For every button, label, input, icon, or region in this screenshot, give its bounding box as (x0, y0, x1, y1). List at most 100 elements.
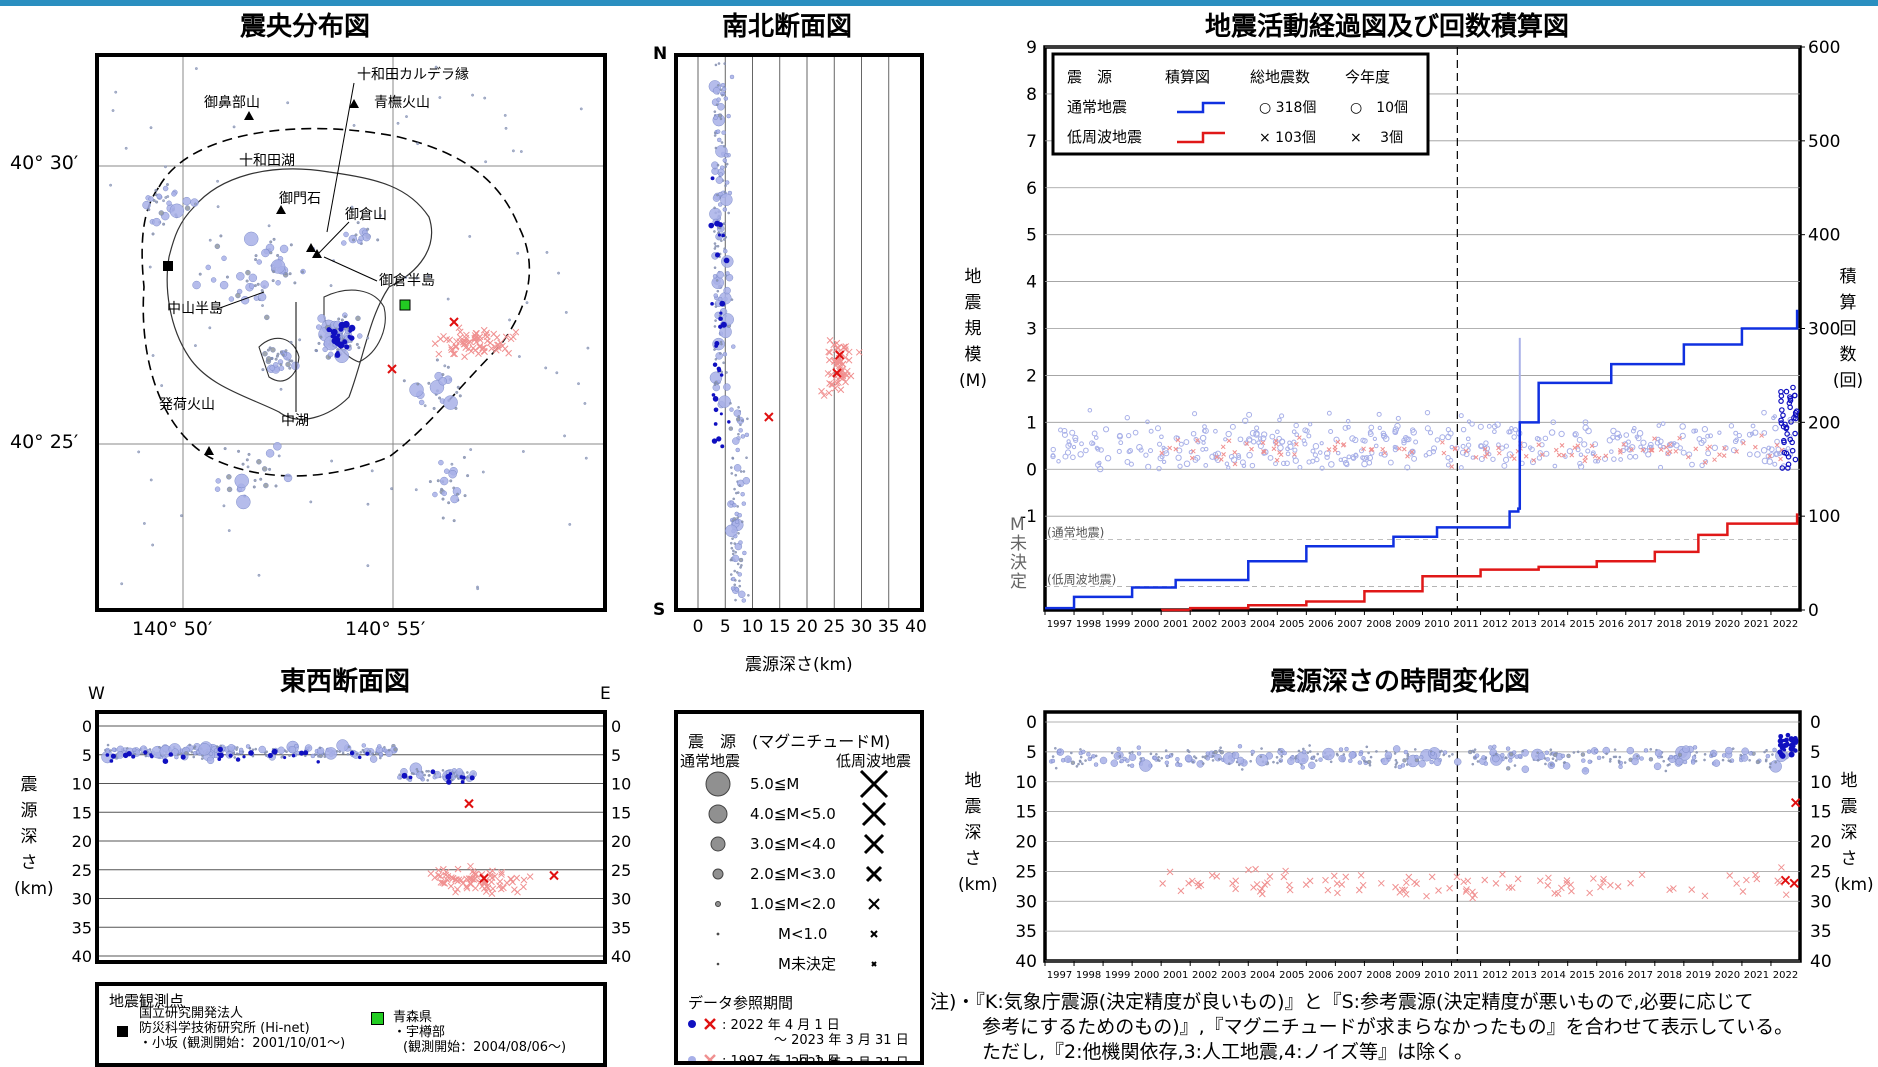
magnitude-circle (1116, 433, 1123, 440)
ns-hypocenter-dot (718, 172, 723, 177)
ns-hypocenter-dot (716, 163, 720, 167)
ns-depth-ticks: 0 5 10 15 20 25 30 35 40 (693, 617, 927, 637)
depth-time-dot (1136, 751, 1142, 756)
ew-hypocenter-dot (393, 747, 398, 752)
epicenter-dot (124, 146, 128, 150)
magnitude-circle (1402, 434, 1409, 441)
depth-time-dot (1384, 749, 1388, 753)
ns-recent-lf-mark (832, 368, 842, 378)
epicenter-dot (309, 500, 313, 504)
ns-hypocenter-dot (713, 348, 716, 351)
ns-recent-dot (713, 407, 719, 413)
magnitude-circle (1310, 448, 1316, 454)
magnitude-circle (1350, 455, 1357, 461)
depth-time-dot (1297, 749, 1301, 753)
ew-hypocenter-dot (410, 772, 414, 775)
legend-normal-symbol (708, 804, 728, 824)
epicenter-dot (248, 283, 255, 289)
year-label: 2005 (1279, 970, 1304, 981)
magnitude-circle (1617, 434, 1623, 439)
dt-right-label-char: 地 (1840, 771, 1858, 791)
depth-time-dot (1703, 758, 1706, 762)
depth-time-dot (1580, 752, 1586, 757)
lf-epicenter-mark (471, 332, 479, 339)
epicenter-dot (245, 269, 251, 276)
depth-time-dot (1315, 759, 1318, 762)
ns-hypocenter-dot (729, 402, 732, 405)
magnitude-circle (1302, 427, 1309, 434)
depth-time-dot (1155, 753, 1158, 756)
depth-time-dot (1194, 756, 1198, 760)
depth-time-dot (1765, 748, 1768, 752)
legend-period-past2: ～ 2022 年 3 月 31 日 (774, 1056, 909, 1065)
ew-hypocenter-dot (426, 779, 430, 782)
ns-hypocenter-dot (712, 87, 721, 95)
volcano-marker (306, 243, 316, 252)
leader-line (216, 291, 265, 310)
magnitude-lf-mark (1292, 452, 1297, 457)
ew-recent-dot (349, 750, 355, 756)
magnitude-circle (1460, 426, 1467, 433)
magnitude-lf-mark (1767, 453, 1773, 459)
magnitude-circle (1061, 431, 1068, 438)
depth-time-dot (1301, 749, 1307, 755)
magnitude-circle (1410, 429, 1417, 436)
depth-time-dot (1186, 749, 1190, 752)
epicenter-dot (288, 366, 292, 370)
depth-time-dot (1091, 754, 1096, 759)
ns-hypocenter-dot (715, 176, 724, 184)
magnitude-circle (1459, 449, 1467, 456)
magnitude-circle (1324, 454, 1330, 460)
ns-hypocenter-dot (722, 238, 726, 241)
legend-period-recent: : 2022 年 4 月 1 日 (722, 1018, 840, 1033)
ew-hypocenter-dot (106, 743, 110, 747)
ns-tick-label: 10 (742, 617, 764, 637)
legend-period-recent2: ～ 2023 年 3 月 31 日 (774, 1033, 909, 1048)
depth-time-dot (1695, 751, 1699, 754)
epicenter-dot (208, 238, 212, 242)
ew-hypocenter-dot (338, 750, 341, 753)
ew-hypocenter-dot (190, 750, 194, 754)
magnitude-circle (1499, 445, 1505, 451)
magnitude-circle (1578, 452, 1584, 458)
depth-time-dot (1653, 762, 1662, 771)
depth-time-dot (1070, 760, 1076, 765)
magnitude-circle (1478, 443, 1484, 449)
ns-hypocenter-dot (722, 361, 725, 365)
ns-tick-label: 35 (878, 617, 900, 637)
depth-time-dot (1513, 764, 1517, 767)
magnitude-lf-mark (1575, 443, 1581, 449)
depth-time-dot (1129, 763, 1135, 768)
legend-normal-symbol (712, 868, 724, 880)
recent-lf-epicenter-mark (449, 317, 459, 327)
activity-legend-header: 震 源 (1067, 68, 1112, 86)
hinet-station-text: 国立研究開発法人 防災科学技術研究所 (Hi-net) ・小坂 (観測開始：20… (139, 1006, 345, 1051)
depth-time-dot (1741, 747, 1749, 755)
depth-time-lf-mark (1666, 886, 1674, 894)
depth-time-dot (1118, 755, 1121, 758)
place-label: 中山半島 (167, 301, 223, 317)
ns-hypocenter-dot (724, 235, 728, 239)
ns-tick-label: 0 (693, 617, 704, 637)
ns-lf-mark (833, 339, 841, 347)
magnitude-circle (1691, 428, 1697, 434)
depth-time-dot (1084, 759, 1087, 762)
year-label: 1997 (1047, 970, 1072, 981)
ns-north-label: N (653, 44, 668, 64)
depth-time-lf-mark (1597, 883, 1604, 891)
magnitude-circle (1312, 452, 1318, 458)
depth-time-dot (1675, 757, 1684, 766)
ew-lf-mark (520, 876, 528, 884)
magnitude-lf-mark (1759, 433, 1764, 438)
magnitude-circle (1693, 428, 1699, 433)
depth-time-lf-mark (1322, 876, 1329, 884)
ns-hypocenter-dot (745, 456, 748, 460)
ns-hypocenter-dot (732, 497, 736, 501)
ew-hypocenter-dot (455, 768, 464, 776)
year-label: 2009 (1395, 970, 1420, 981)
depth-time-tick-left: 10 (1015, 773, 1037, 793)
depth-time-lf-mark (1688, 886, 1696, 893)
magnitude-circle (1618, 457, 1623, 462)
depth-time-tick-left: 40 (1015, 952, 1037, 972)
magnitude-circle (1132, 429, 1139, 436)
